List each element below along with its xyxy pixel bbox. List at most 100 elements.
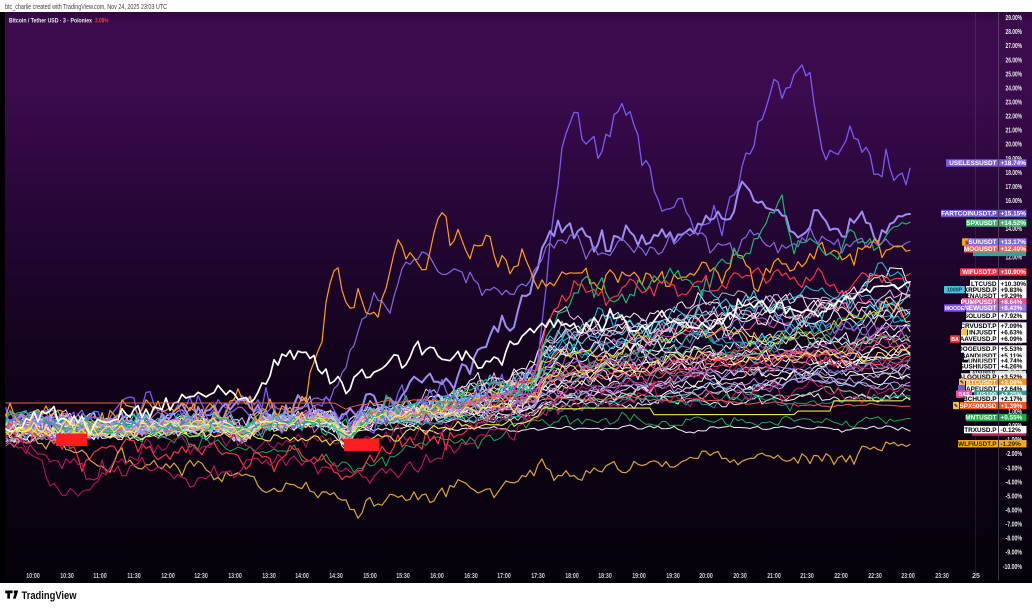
svg-text:-8.00%: -8.00%: [1006, 536, 1023, 543]
svg-text:10:30: 10:30: [60, 573, 74, 580]
svg-text:+6.63%: +6.63%: [1001, 330, 1023, 337]
svg-text:-1.29%: -1.29%: [1001, 441, 1022, 448]
svg-text:+1.39%: +1.39%: [1001, 403, 1023, 410]
svg-text:SPXUSDT: SPXUSDT: [966, 220, 996, 227]
svg-text:+8.64%: +8.64%: [1001, 299, 1023, 306]
svg-text:✎: ✎: [954, 404, 958, 410]
svg-text:SUIUSDT: SUIUSDT: [968, 239, 996, 246]
svg-text:+12.49%: +12.49%: [1001, 246, 1027, 253]
svg-text:-4.00%: -4.00%: [1006, 479, 1023, 486]
svg-text:4.00%: 4.00%: [1008, 367, 1022, 374]
svg-text:+4.74%: +4.74%: [1001, 358, 1023, 365]
svg-text:22.00%: 22.00%: [1006, 114, 1023, 121]
svg-text:SUSHIUSDT: SUSHIUSDT: [960, 363, 997, 370]
svg-text:+2.25%: +2.25%: [1001, 391, 1023, 398]
svg-text:+2.64%: +2.64%: [1001, 386, 1023, 393]
svg-text:BCHUSD.P: BCHUSD.P: [963, 396, 997, 403]
svg-text:UNIUSDT: UNIUSDT: [968, 358, 996, 365]
svg-text:29.00%: 29.00%: [1006, 15, 1023, 22]
svg-text:1.00%: 1.00%: [1008, 409, 1022, 416]
svg-text:+7.09%: +7.09%: [1001, 323, 1023, 330]
svg-text:+6.09%: +6.09%: [1001, 336, 1023, 343]
svg-text:DOGEUSD.P: DOGEUSD.P: [958, 346, 997, 353]
svg-text:17:30: 17:30: [531, 573, 545, 580]
svg-text:14.00%: 14.00%: [1006, 226, 1023, 233]
svg-text:US100: US100: [977, 391, 997, 398]
svg-text:19:30: 19:30: [666, 573, 680, 580]
svg-text:-3.00%: -3.00%: [1006, 465, 1023, 472]
svg-text:14:00: 14:00: [295, 573, 309, 580]
svg-text:18.00%: 18.00%: [1006, 170, 1023, 177]
svg-text:20:00: 20:00: [699, 573, 713, 580]
svg-text:22:30: 22:30: [868, 573, 882, 580]
svg-text:+3.52%: +3.52%: [1001, 374, 1023, 381]
svg-text:+10.30%: +10.30%: [1001, 281, 1027, 288]
svg-text:▣: ▣: [965, 240, 970, 246]
svg-text:NEWUSDT: NEWUSDT: [964, 305, 996, 312]
svg-text:25: 25: [972, 573, 980, 580]
svg-text:16.00%: 16.00%: [1006, 198, 1023, 205]
svg-text:WIFUSDT.P: WIFUSDT.P: [962, 269, 997, 276]
svg-text:+7.92%: +7.92%: [1001, 313, 1023, 320]
svg-text:10:00: 10:00: [26, 573, 40, 580]
svg-text:+14.52%: +14.52%: [1001, 220, 1027, 227]
svg-text:-9.00%: -9.00%: [1006, 550, 1023, 557]
svg-text:CRVUSDT.P: CRVUSDT.P: [960, 323, 997, 330]
svg-text:SOLUSD.P: SOLUSD.P: [964, 313, 997, 320]
svg-text:20:30: 20:30: [733, 573, 747, 580]
svg-text:BANDUSDT: BANDUSDT: [961, 353, 997, 360]
svg-text:ALGOUSD.P: ALGOUSD.P: [959, 374, 998, 381]
svg-text:16:00: 16:00: [430, 573, 444, 580]
svg-text:btc_charlie created with Tradi: btc_charlie created with TradingView.com…: [5, 2, 167, 11]
svg-text:PUMPUSDT: PUMPUSDT: [961, 299, 997, 306]
svg-text:27.00%: 27.00%: [1006, 43, 1023, 50]
svg-text:+3.08%: +3.08%: [1001, 379, 1023, 386]
svg-text:21:30: 21:30: [800, 573, 814, 580]
svg-text:-10.00%: -10.00%: [1003, 564, 1023, 571]
svg-text:18:00: 18:00: [565, 573, 579, 580]
svg-text:MNTUSDT: MNTUSDT: [965, 415, 996, 422]
svg-text:+10.90%: +10.90%: [1001, 269, 1027, 276]
svg-text:12:00: 12:00: [161, 573, 175, 580]
svg-text:BA: BA: [951, 337, 959, 343]
svg-text:21:00: 21:00: [767, 573, 781, 580]
svg-text:-5.00%: -5.00%: [1006, 493, 1023, 500]
svg-text:XRPUSD.P: XRPUSD.P: [964, 287, 997, 294]
svg-text:BTCUSDT: BTCUSDT: [966, 379, 997, 386]
svg-text:23:30: 23:30: [935, 573, 949, 580]
svg-text:+4.26%: +4.26%: [1001, 363, 1023, 370]
svg-text:INJUSDT: INJUSDT: [969, 330, 996, 337]
svg-text:+13.17%: +13.17%: [1001, 239, 1027, 246]
svg-text:21.00%: 21.00%: [1006, 128, 1023, 135]
svg-text:13:00: 13:00: [228, 573, 242, 580]
svg-text:WLFIUSDT.P: WLFIUSDT.P: [958, 441, 997, 448]
svg-text:12:30: 12:30: [194, 573, 208, 580]
svg-text:17.00%: 17.00%: [1006, 184, 1023, 191]
svg-text:11:00: 11:00: [93, 573, 107, 580]
svg-text:23.00%: 23.00%: [1006, 100, 1023, 107]
svg-text:ENAUSDT: ENAUSDT: [966, 293, 997, 300]
svg-text:Bitcoin / Tether USD · 3 · Pol: Bitcoin / Tether USD · 3 · Poloniex: [9, 17, 92, 24]
svg-text:13:30: 13:30: [262, 573, 276, 580]
svg-text:+15.15%: +15.15%: [1001, 211, 1027, 218]
svg-text:+18.74%: +18.74%: [1001, 160, 1027, 167]
svg-text:TradingView: TradingView: [22, 590, 77, 602]
svg-text:16:30: 16:30: [464, 573, 478, 580]
svg-text:+2.17%: +2.17%: [1001, 396, 1023, 403]
svg-text:14:30: 14:30: [329, 573, 343, 580]
svg-text:20.00%: 20.00%: [1006, 142, 1023, 149]
svg-text:19:00: 19:00: [632, 573, 646, 580]
svg-text:SPX500USD: SPX500USD: [960, 403, 997, 410]
svg-text:11:30: 11:30: [127, 573, 141, 580]
svg-text:+5.53%: +5.53%: [1001, 346, 1023, 353]
svg-text:1000P: 1000P: [947, 288, 963, 294]
svg-text:26.00%: 26.00%: [1006, 57, 1023, 64]
svg-text:18:30: 18:30: [598, 573, 612, 580]
svg-text:AAVEUSD.P: AAVEUSD.P: [960, 336, 998, 343]
svg-text:+9.29%: +9.29%: [1001, 293, 1023, 300]
svg-text:15:00: 15:00: [363, 573, 377, 580]
svg-text:MOODE: MOODE: [945, 306, 965, 312]
svg-text:25.00%: 25.00%: [1006, 71, 1023, 78]
svg-text:24.00%: 24.00%: [1006, 85, 1023, 92]
svg-text:+9.83%: +9.83%: [1001, 287, 1023, 294]
